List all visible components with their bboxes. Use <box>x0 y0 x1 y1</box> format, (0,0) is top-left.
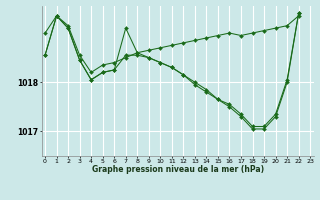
X-axis label: Graphe pression niveau de la mer (hPa): Graphe pression niveau de la mer (hPa) <box>92 165 264 174</box>
